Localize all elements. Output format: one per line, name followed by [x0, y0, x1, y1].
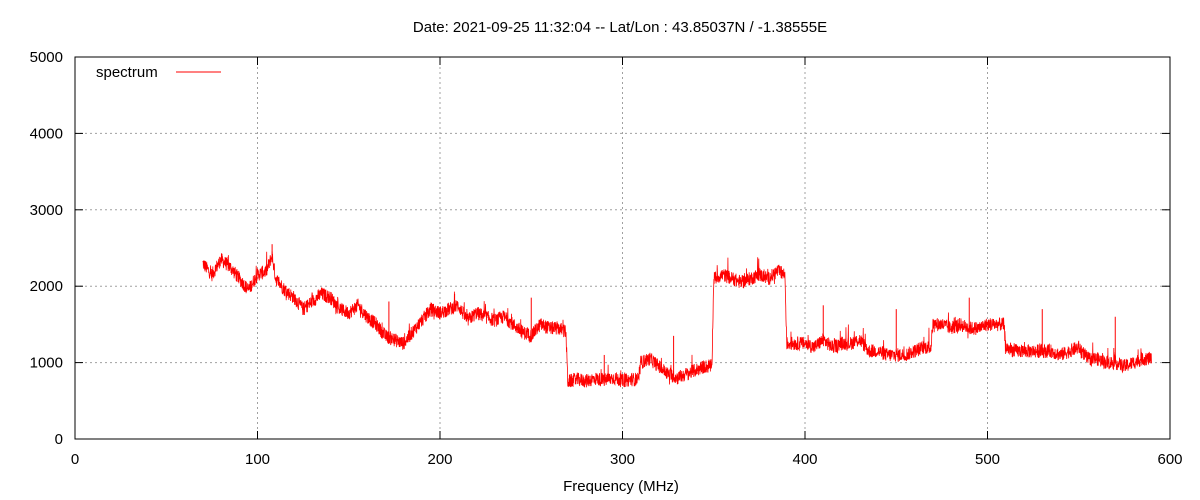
- series-layer: [202, 244, 1152, 388]
- x-axis-label: Frequency (MHz): [563, 478, 679, 495]
- axis-ticks: 0 100 200 300 400 500 600 0 1000 2000 3000 4000 5000: [30, 49, 1183, 468]
- series-line-spectrum: [202, 251, 1152, 388]
- plot-frame: [74, 56, 1171, 440]
- legend: spectrum: [96, 64, 221, 81]
- y-tick-label: 2000: [30, 278, 63, 295]
- x-tick-label: 0: [71, 451, 79, 468]
- x-tick-label: 400: [792, 451, 817, 468]
- grid-lines: [75, 57, 1170, 439]
- legend-label-spectrum: spectrum: [96, 64, 158, 81]
- y-tick-label: 1000: [30, 355, 63, 372]
- x-tick-label: 500: [975, 451, 1000, 468]
- y-tick-label: 4000: [30, 125, 63, 142]
- y-tick-label: 3000: [30, 202, 63, 219]
- x-tick-label: 100: [245, 451, 270, 468]
- x-tick-label: 600: [1157, 451, 1182, 468]
- chart-title: Date: 2021-09-25 11:32:04 -- Lat/Lon : 4…: [413, 19, 827, 36]
- y-tick-label: 0: [55, 431, 63, 448]
- y-tick-label: 5000: [30, 49, 63, 66]
- x-tick-label: 200: [427, 451, 452, 468]
- x-tick-label: 300: [610, 451, 635, 468]
